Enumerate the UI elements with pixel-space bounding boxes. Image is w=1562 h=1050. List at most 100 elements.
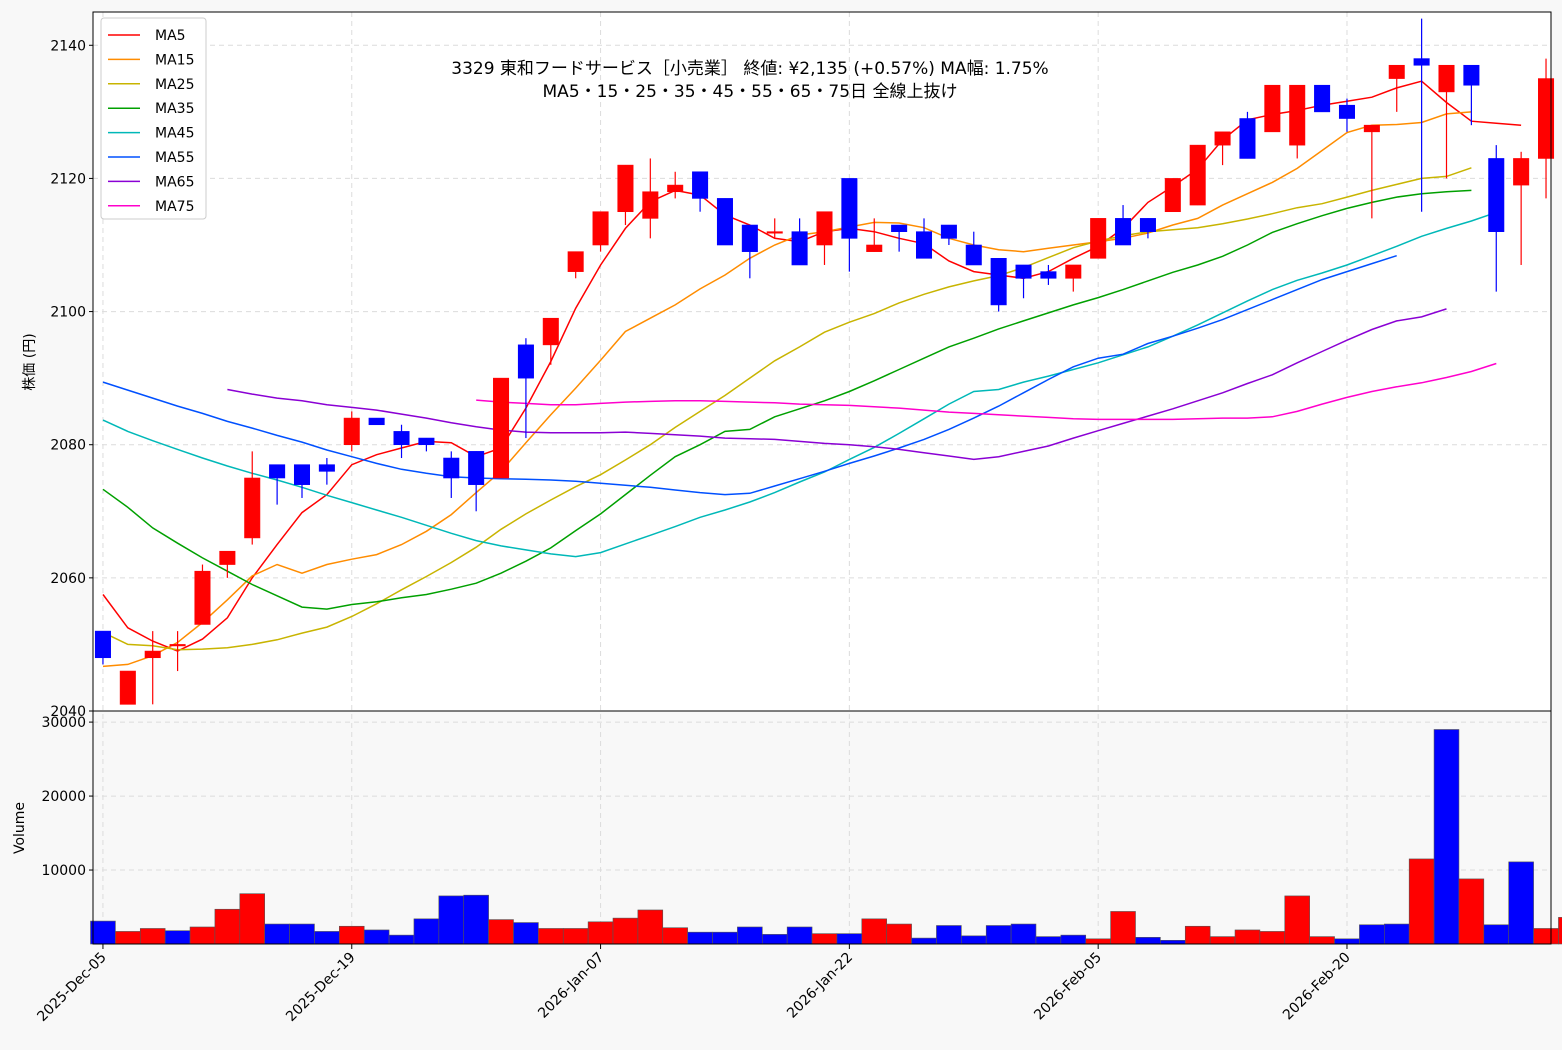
legend-label-ma45: MA45 [155, 126, 194, 142]
candle-body [642, 191, 659, 219]
volume-bars [90, 729, 1562, 945]
candlesticks [94, 18, 1555, 705]
volume-bar [164, 930, 191, 945]
volume-bar [985, 925, 1012, 945]
volume-bar [363, 929, 390, 945]
volume-bar [1309, 936, 1335, 945]
volume-bar [264, 923, 290, 945]
volume-bar [90, 920, 116, 945]
volume-grid [93, 721, 1551, 871]
candle-body [542, 317, 559, 346]
volume-tick-label: 20000 [41, 789, 86, 805]
candle-body [169, 644, 186, 647]
volume-bar [1060, 934, 1087, 945]
volume-bar [587, 921, 614, 945]
volume-bar [289, 923, 315, 945]
candle-body [1189, 144, 1206, 206]
price-tick-label: 2060 [50, 571, 86, 587]
volume-bar [1110, 911, 1136, 945]
legend-label-ma75: MA75 [155, 199, 194, 215]
legend-label-ma5: MA5 [155, 28, 186, 44]
candle-body [990, 258, 1007, 306]
chart-title: 3329 東和フードサービス［小売業］ 終値: ¥2,135 (+0.57%) … [451, 59, 1048, 79]
ma-line-ma15 [102, 111, 1472, 668]
volume-y-ticks: 10000 20000 30000 [41, 715, 93, 879]
ma-line-ma65 [227, 308, 1447, 461]
volume-bar [1284, 895, 1310, 945]
volume-bar [214, 908, 241, 945]
volume-bar [612, 917, 639, 945]
volume-bar [637, 909, 664, 945]
candle-body [891, 224, 908, 232]
candle-body [1065, 264, 1082, 279]
candle-body [592, 211, 609, 246]
volume-bar [513, 922, 539, 945]
candle-body [1488, 158, 1505, 232]
volume-bar [1085, 938, 1111, 945]
volume-bar [737, 926, 763, 945]
volume-bar [538, 928, 564, 945]
volume-bar [1483, 924, 1510, 945]
volume-bar [1433, 729, 1460, 945]
candle-body [1040, 271, 1057, 279]
candle-body [1139, 218, 1156, 232]
candle-body [368, 417, 385, 426]
volume-tick-label: 30000 [41, 715, 86, 731]
volume-bar [1160, 940, 1186, 945]
candle-body [94, 630, 111, 659]
volume-bar [936, 925, 962, 945]
candle-body [468, 451, 485, 485]
volume-bar [314, 931, 340, 945]
price-tick-label: 2080 [50, 438, 86, 454]
candle-body [766, 231, 783, 234]
volume-bar [339, 925, 365, 945]
volume-bar [1384, 923, 1410, 945]
candle-body [1438, 64, 1455, 93]
date-gridlines [102, 12, 1348, 944]
ma-line-ma35 [102, 189, 1472, 610]
candle-body [965, 244, 982, 266]
candle-body [1015, 264, 1032, 279]
candle-body [318, 464, 335, 472]
legend-label-ma65: MA65 [155, 174, 194, 190]
volume-tick-label: 10000 [41, 863, 86, 879]
volume-bar [1209, 936, 1236, 945]
ma-line-ma75 [476, 362, 1497, 421]
volume-bar [438, 895, 465, 945]
candle-body [343, 417, 360, 446]
legend-label-ma25: MA25 [155, 77, 194, 93]
volume-bar [1408, 858, 1435, 945]
volume-bar [115, 931, 141, 945]
candle-body [567, 251, 584, 272]
price-tick-label: 2140 [50, 38, 86, 54]
candle-body [816, 211, 833, 246]
volume-bar [1010, 923, 1037, 945]
price-y-ticks: 2040 2060 2080 2100 2120 2140 [50, 38, 93, 720]
volume-bar [687, 931, 713, 945]
volume-bar [189, 926, 216, 945]
candle-body [119, 670, 136, 705]
candle-body [244, 477, 261, 539]
volume-bar [1533, 928, 1559, 945]
candle-body [1090, 218, 1107, 259]
ma-line-ma25 [102, 167, 1472, 651]
price-tick-label: 2100 [50, 305, 86, 321]
volume-bar [961, 935, 987, 945]
volume-bar [139, 928, 166, 945]
candle-body [940, 224, 957, 239]
candle-body [194, 570, 211, 625]
candle-body [1115, 218, 1132, 246]
volume-bar [239, 893, 265, 945]
volume-bar [761, 934, 788, 945]
candle-body [692, 171, 709, 199]
volume-bar [1035, 936, 1062, 945]
volume-bar [861, 918, 887, 945]
candle-body [443, 457, 460, 479]
volume-bar [1359, 924, 1385, 945]
candle-body [517, 344, 534, 379]
candle-body [1538, 78, 1555, 159]
chart-subtitle: MA5・15・25・35・45・55・65・75日 全線上抜け [543, 82, 958, 102]
candle-body [1239, 118, 1256, 159]
candle-body [418, 437, 435, 446]
legend: MA5 MA15 MA25 MA35 MA45 MA55 MA65 MA75 [100, 17, 207, 220]
